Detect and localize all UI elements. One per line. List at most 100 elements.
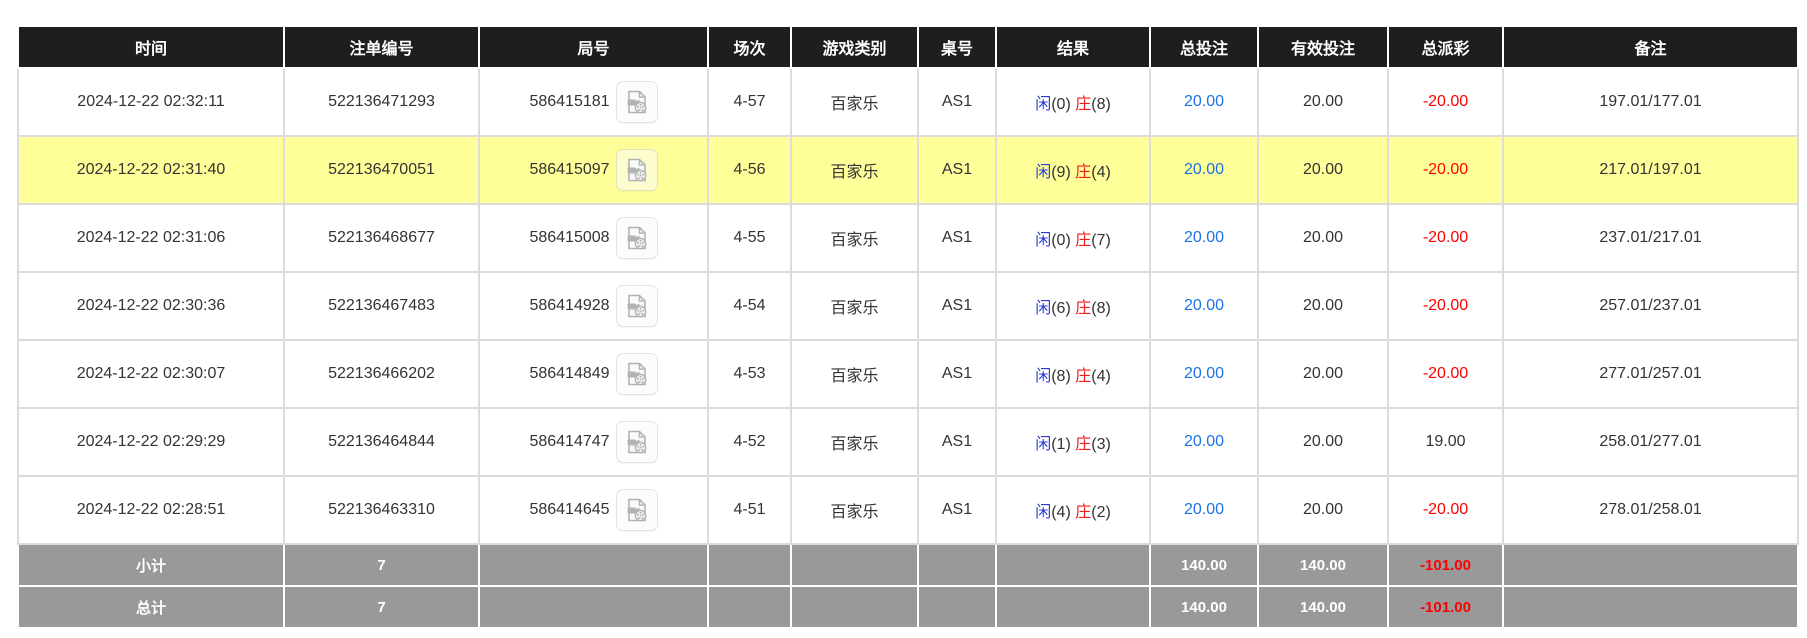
column-header-payout: 总派彩 bbox=[1387, 25, 1504, 69]
video-replay-button[interactable] bbox=[615, 489, 658, 531]
total-bet-link[interactable]: 20.00 bbox=[1183, 161, 1225, 178]
video-replay-button[interactable] bbox=[615, 353, 658, 395]
cell-valid-bet: 20.00 bbox=[1257, 339, 1389, 409]
table-header-row: 时间 注单编号 局号 场次 游戏类别 桌号 结果 总投注 有效投注 总派彩 备注 bbox=[17, 25, 1799, 69]
cell-valid-bet: 20.00 bbox=[1257, 407, 1389, 477]
footer-row-subtotal: 小计 7 140.00 140.00 -101.00 bbox=[17, 543, 1799, 587]
column-header-session: 场次 bbox=[707, 25, 792, 69]
round-cell: 586414928 bbox=[484, 285, 703, 327]
cell-result: 闲(4) 庄(2) bbox=[995, 475, 1151, 545]
player-result-label: 闲 bbox=[1035, 436, 1052, 453]
player-result-label: 闲 bbox=[1035, 232, 1052, 249]
footer-payout: -101.00 bbox=[1387, 585, 1504, 629]
cell-bet-id: 522136467483 bbox=[283, 271, 480, 341]
total-bet-link[interactable]: 20.00 bbox=[1183, 501, 1225, 518]
total-bet-link[interactable]: 20.00 bbox=[1183, 365, 1225, 382]
cell-table-no: AS1 bbox=[917, 67, 997, 137]
payout-value: -20.00 bbox=[1422, 365, 1469, 382]
banker-result-label: 庄 bbox=[1075, 436, 1092, 453]
cell-time: 2024-12-22 02:30:36 bbox=[17, 271, 285, 341]
banker-result-score: (4) bbox=[1091, 368, 1111, 385]
payout-value: -20.00 bbox=[1422, 501, 1469, 518]
banker-result-label: 庄 bbox=[1075, 300, 1092, 317]
player-result-score: (1) bbox=[1051, 436, 1076, 453]
cell-time: 2024-12-22 02:31:40 bbox=[17, 135, 285, 205]
cell-payout: -20.00 bbox=[1387, 339, 1504, 409]
cell-session: 4-53 bbox=[707, 339, 792, 409]
column-header-valid-bet: 有效投注 bbox=[1257, 25, 1389, 69]
cell-remark: 258.01/277.01 bbox=[1502, 407, 1799, 477]
cell-total-bet: 20.00 bbox=[1149, 475, 1259, 545]
column-header-remark: 备注 bbox=[1502, 25, 1799, 69]
cell-result: 闲(6) 庄(8) bbox=[995, 271, 1151, 341]
table-row: 2024-12-22 02:28:51 522136463310 586414645… bbox=[17, 475, 1799, 545]
round-number: 586415181 bbox=[529, 93, 610, 110]
video-record-icon bbox=[627, 226, 646, 250]
cell-remark: 257.01/237.01 bbox=[1502, 271, 1799, 341]
round-number: 586415097 bbox=[529, 161, 610, 178]
round-number: 586415008 bbox=[529, 229, 610, 246]
banker-result-label: 庄 bbox=[1075, 504, 1092, 521]
cell-remark: 277.01/257.01 bbox=[1502, 339, 1799, 409]
cell-total-bet: 20.00 bbox=[1149, 271, 1259, 341]
footer-total-bet: 140.00 bbox=[1149, 585, 1259, 629]
cell-remark: 197.01/177.01 bbox=[1502, 67, 1799, 137]
cell-valid-bet: 20.00 bbox=[1257, 475, 1389, 545]
cell-bet-id: 522136464844 bbox=[283, 407, 480, 477]
payout-value: -20.00 bbox=[1422, 93, 1469, 110]
cell-table-no: AS1 bbox=[917, 135, 997, 205]
cell-total-bet: 20.00 bbox=[1149, 67, 1259, 137]
footer-empty-round bbox=[478, 585, 709, 629]
cell-remark: 278.01/258.01 bbox=[1502, 475, 1799, 545]
cell-session: 4-52 bbox=[707, 407, 792, 477]
cell-payout: -20.00 bbox=[1387, 271, 1504, 341]
footer-empty-remark bbox=[1502, 585, 1799, 629]
table-footer: 小计 7 140.00 140.00 -101.00 总计 7 140.00 140.00 -10… bbox=[17, 543, 1799, 629]
cell-payout: -20.00 bbox=[1387, 135, 1504, 205]
video-record-icon bbox=[627, 498, 646, 522]
cell-payout: -20.00 bbox=[1387, 67, 1504, 137]
round-number: 586414928 bbox=[529, 297, 610, 314]
footer-label: 小计 bbox=[17, 543, 285, 587]
video-record-icon bbox=[627, 158, 646, 182]
banker-result-label: 庄 bbox=[1075, 232, 1092, 249]
video-record-icon bbox=[627, 430, 646, 454]
video-replay-button[interactable] bbox=[615, 285, 658, 327]
footer-payout: -101.00 bbox=[1387, 543, 1504, 587]
cell-result: 闲(8) 庄(4) bbox=[995, 339, 1151, 409]
video-replay-button[interactable] bbox=[615, 81, 658, 123]
round-number: 586414645 bbox=[529, 501, 610, 518]
player-result-score: (6) bbox=[1051, 300, 1076, 317]
round-number: 586414747 bbox=[529, 433, 610, 450]
footer-empty-result bbox=[995, 585, 1151, 629]
round-cell: 586415181 bbox=[484, 81, 703, 123]
total-bet-link[interactable]: 20.00 bbox=[1183, 229, 1225, 246]
video-replay-button[interactable] bbox=[615, 149, 658, 191]
footer-count: 7 bbox=[283, 543, 480, 587]
bet-history-table: 时间 注单编号 局号 场次 游戏类别 桌号 结果 总投注 有效投注 总派彩 备注 2024-12-2… bbox=[17, 25, 1799, 629]
footer-empty-table bbox=[917, 543, 997, 587]
cell-round-id: 586415181 bbox=[478, 67, 709, 137]
round-cell: 586415097 bbox=[484, 149, 703, 191]
cell-round-id: 586415097 bbox=[478, 135, 709, 205]
video-replay-button[interactable] bbox=[615, 217, 658, 259]
payout-value: 19.00 bbox=[1425, 433, 1466, 450]
video-replay-button[interactable] bbox=[615, 421, 658, 463]
total-bet-link[interactable]: 20.00 bbox=[1183, 297, 1225, 314]
cell-game-type: 百家乐 bbox=[790, 475, 919, 545]
total-bet-link[interactable]: 20.00 bbox=[1183, 433, 1225, 450]
cell-valid-bet: 20.00 bbox=[1257, 203, 1389, 273]
footer-row-grand-total: 总计 7 140.00 140.00 -101.00 bbox=[17, 585, 1799, 629]
video-record-icon bbox=[627, 294, 646, 318]
payout-value: -20.00 bbox=[1422, 161, 1469, 178]
cell-bet-id: 522136471293 bbox=[283, 67, 480, 137]
cell-game-type: 百家乐 bbox=[790, 339, 919, 409]
footer-empty-session bbox=[707, 585, 792, 629]
banker-result-score: (4) bbox=[1091, 164, 1111, 181]
player-result-label: 闲 bbox=[1035, 164, 1052, 181]
banker-result-label: 庄 bbox=[1075, 164, 1092, 181]
player-result-score: (4) bbox=[1051, 504, 1076, 521]
video-record-icon bbox=[627, 362, 646, 386]
total-bet-link[interactable]: 20.00 bbox=[1183, 93, 1225, 110]
